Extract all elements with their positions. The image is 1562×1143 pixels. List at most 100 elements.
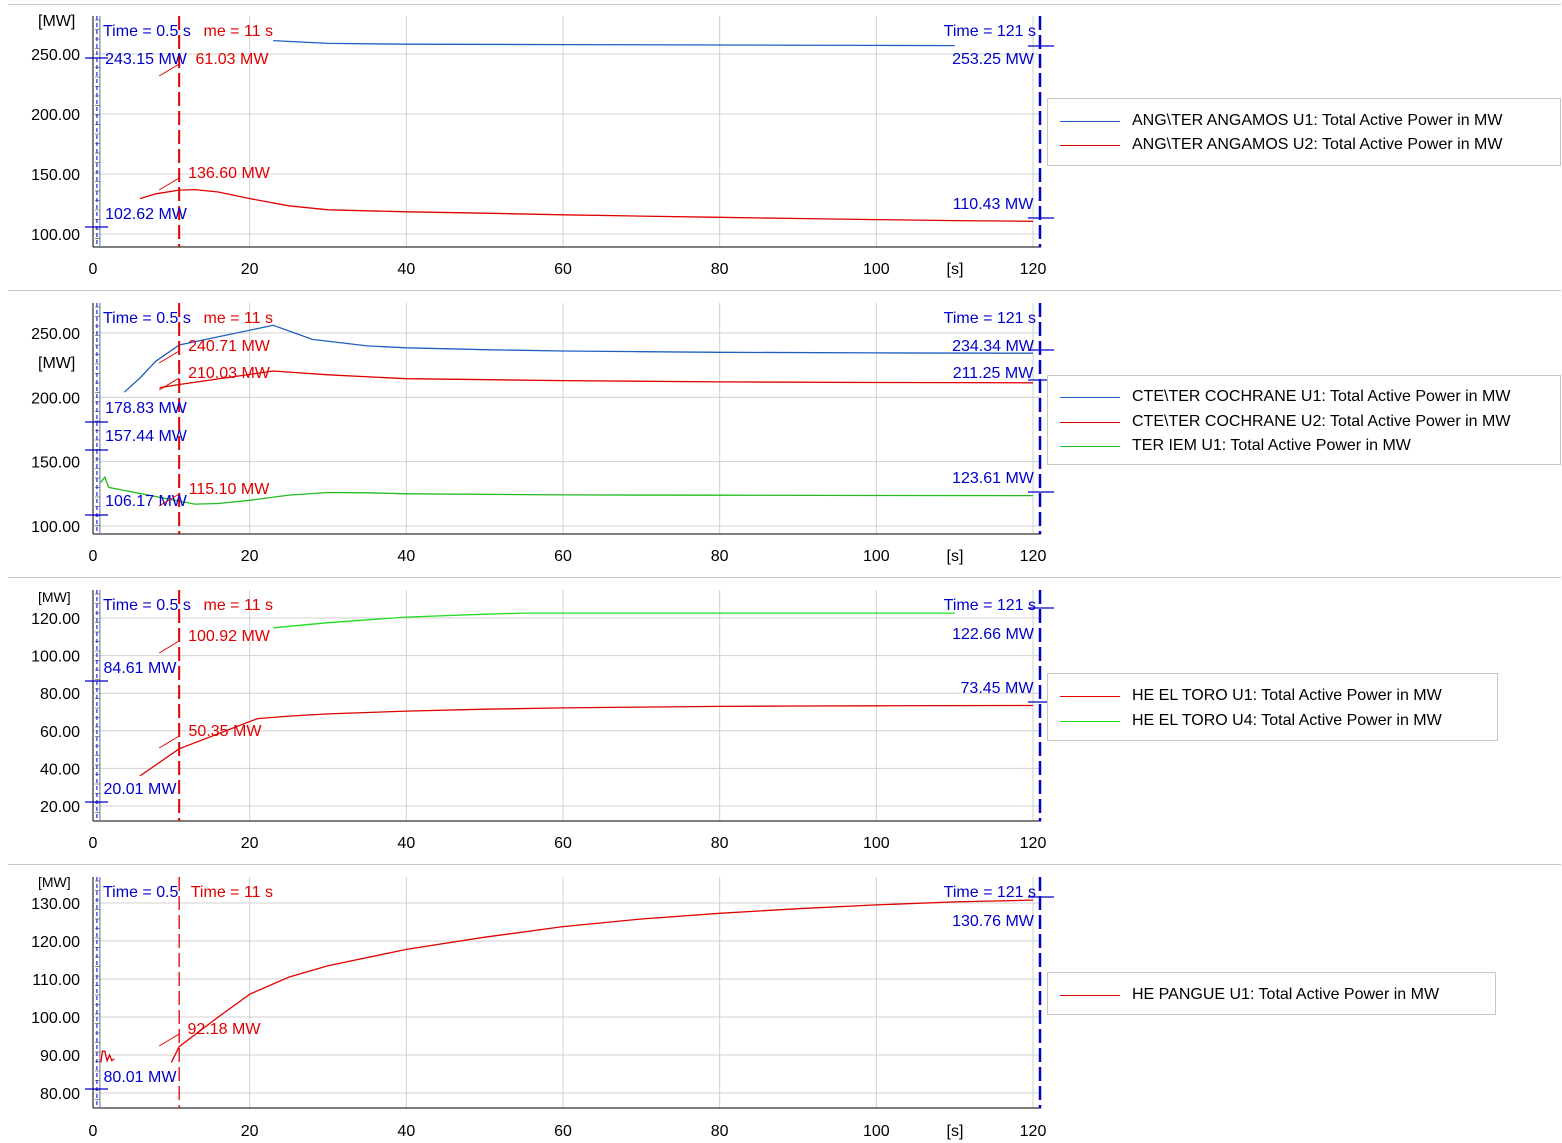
y-tick-label: 80.00 [40, 686, 80, 703]
series-line [139, 704, 1034, 777]
cursor-label-left: Time = 0.5 [103, 884, 179, 901]
cursor-value-mid: 50.35 MW [189, 723, 263, 740]
cursor-value-mid: 115.10 MW [189, 481, 271, 498]
x-tick-label: 80 [711, 261, 729, 278]
cursor-value-pointer [158, 350, 180, 364]
cursor-value-mid: 100.92 MW [188, 628, 271, 645]
x-tick-label: 40 [397, 548, 415, 565]
legend-label: TER IEM U1: Total Active Power in MW [1132, 437, 1411, 454]
legend-swatch [1060, 695, 1120, 697]
cursor-label-mid: me = 11 s [203, 597, 273, 614]
series-line [273, 39, 955, 47]
legend-swatch [1060, 120, 1120, 122]
legend-label: ANG\TER ANGAMOS U2: Total Active Power i… [1132, 136, 1503, 153]
cursor-value-mid: 61.03 MW [196, 51, 270, 68]
cursor-value-mid: 92.18 MW [188, 1021, 262, 1038]
legend-panel-4: HE PANGUE U1: Total Active Power in MW [1047, 972, 1496, 1015]
cursor-value-pointer [158, 63, 180, 77]
legend-swatch [1060, 720, 1120, 722]
series-line [100, 475, 1034, 505]
cursor-label-right: Time = 121 s [944, 884, 1036, 901]
series-line [170, 899, 1034, 1063]
cursor-value-pointer [158, 1033, 180, 1047]
cursor-label-right: Time = 121 s [944, 23, 1036, 40]
x-tick-label: 80 [711, 1123, 729, 1140]
y-tick-label: 20.00 [40, 799, 80, 816]
panel-separator [8, 577, 1561, 578]
x-tick-label: 20 [241, 261, 259, 278]
x-tick-label: 20 [241, 548, 259, 565]
y-tick-label: 120.00 [31, 611, 80, 628]
cursor-label-mid: me = 11 s [203, 310, 273, 327]
cursor-label-left: Time = 0.5 s [103, 597, 191, 614]
x-tick-label: 60 [554, 1123, 572, 1140]
cursor-value-left: 243.15 MW [105, 51, 188, 68]
y-tick-label: 60.00 [40, 724, 80, 741]
y-tick-label: 40.00 [40, 761, 80, 778]
y-tick-label: 100.00 [31, 649, 80, 666]
cursor-value-right: 253.25 MW [952, 51, 1035, 68]
cursor-value-left: 106.17 MW [105, 493, 188, 510]
x-tick-label: 120 [1020, 835, 1047, 852]
cursor-label-left: Time = 0.5 s [103, 310, 191, 327]
legend-swatch [1060, 445, 1120, 447]
cursor-label-mid: me = 11 s [203, 23, 273, 40]
y-tick-label: 110.00 [32, 972, 80, 989]
x-tick-label: 120 [1020, 261, 1047, 278]
legend-swatch [1060, 144, 1120, 146]
x-tick-label: 100 [863, 1123, 890, 1140]
y-tick-label: 100.00 [31, 1010, 80, 1027]
y-tick-label: 150.00 [31, 167, 80, 184]
y-tick-label: 80.00 [40, 1086, 80, 1103]
legend-label: HE EL TORO U1: Total Active Power in MW [1132, 687, 1442, 704]
y-tick-label: 100.00 [31, 519, 80, 536]
x-tick-label: 0 [89, 1123, 98, 1140]
x-tick-label: 80 [711, 548, 729, 565]
cursor-value-left: 20.01 MW [104, 781, 178, 798]
cursor-value-right: 110.43 MW [953, 196, 1035, 213]
legend-swatch [1060, 994, 1120, 996]
y-axis-label: [MW] [38, 355, 75, 372]
cursor-label-right: Time = 121 s [944, 310, 1036, 327]
panel-separator [8, 4, 1561, 5]
cursor-value-left: 80.01 MW [104, 1069, 178, 1086]
cursor-value-pointer [158, 177, 180, 191]
x-tick-label: 20 [241, 835, 259, 852]
x-tick-label: 100 [863, 548, 890, 565]
cursor-label-left: Time = 0.5 s [103, 23, 191, 40]
cursor-value-left: 102.62 MW [105, 206, 188, 223]
cursor-value-mid: 136.60 MW [188, 165, 271, 182]
cursor-label-right: Time = 121 s [944, 597, 1036, 614]
y-tick-label: 250.00 [31, 47, 80, 64]
y-tick-label: 100.00 [31, 227, 80, 244]
x-tick-label: 20 [241, 1123, 259, 1140]
x-tick-label: 120 [1020, 548, 1047, 565]
x-tick-label: 60 [554, 835, 572, 852]
cursor-value-pointer [158, 640, 180, 654]
panel-separator [8, 290, 1561, 291]
y-tick-label: 130.00 [31, 896, 80, 913]
y-tick-label: 200.00 [31, 390, 80, 407]
series-line [123, 324, 1034, 393]
x-tick-label: 100 [863, 261, 890, 278]
cursor-value-right: 211.25 MW [953, 365, 1035, 382]
x-axis-label: [s] [947, 261, 964, 278]
cursor-value-right: 73.45 MW [961, 680, 1035, 697]
series-line [273, 612, 955, 629]
cursor-value-right: 122.66 MW [952, 626, 1035, 643]
cursor-value-pointer [158, 377, 180, 391]
cursor-value-left: 178.83 MW [105, 400, 188, 417]
cursor-value-pointer [158, 735, 180, 749]
x-tick-label: 0 [89, 261, 98, 278]
x-tick-label: 0 [89, 548, 98, 565]
cursor-value-right: 234.34 MW [952, 338, 1035, 355]
legend-swatch [1060, 396, 1120, 398]
legend-label: HE PANGUE U1: Total Active Power in MW [1132, 986, 1440, 1003]
y-axis-label: [MW] [38, 13, 75, 30]
x-tick-label: 80 [711, 835, 729, 852]
legend-label: CTE\TER COCHRANE U1: Total Active Power … [1132, 388, 1511, 405]
legend-panel-1: ANG\TER ANGAMOS U1: Total Active Power i… [1047, 98, 1561, 166]
y-tick-label: 200.00 [31, 107, 80, 124]
x-tick-label: 120 [1020, 1123, 1047, 1140]
